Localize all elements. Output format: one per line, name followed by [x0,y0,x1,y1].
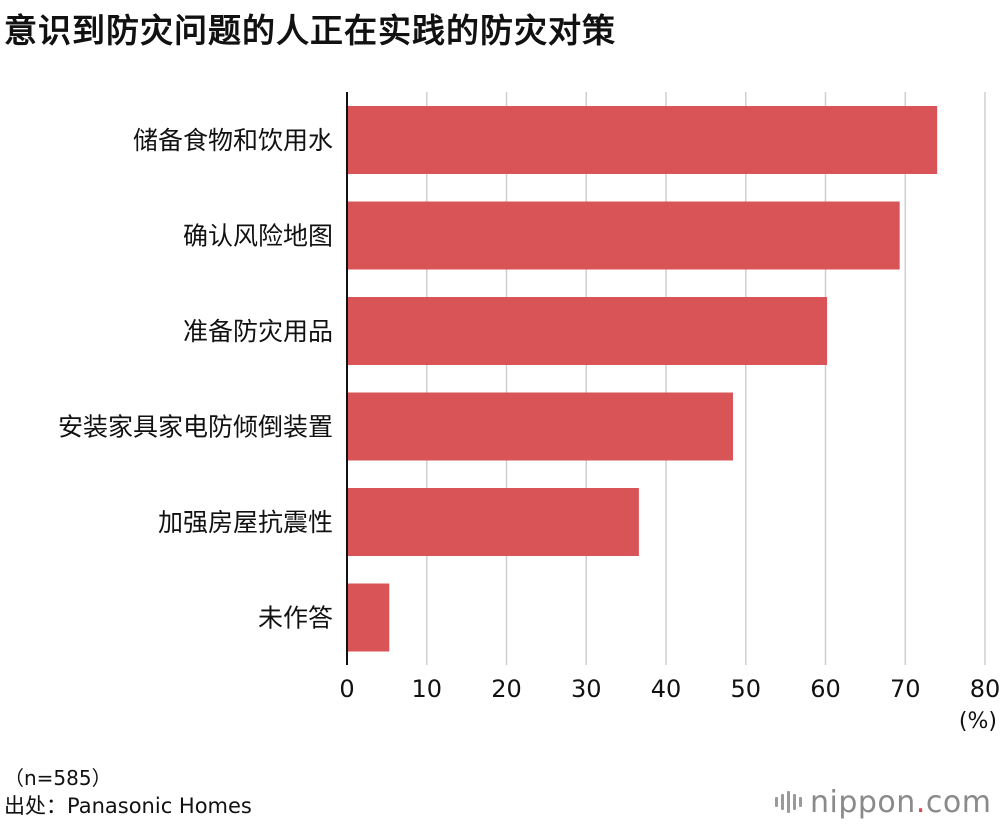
category-label: 储备食物和饮用水 [133,126,333,155]
x-tick-label: 10 [411,675,442,703]
labels: 0 10 20 30 40 50 60 70 80 储备食物和饮用水确认风险地图准备防灾用品安装家… [58,126,1000,734]
logo-text: nippon.com [810,785,991,820]
x-tick-label: 20 [491,675,522,703]
logo-bars-icon [775,791,802,813]
x-tick-label: 70 [890,675,921,703]
x-tick-label: 80 [970,675,1000,703]
sample-size-note: （n=585） [4,766,112,790]
logo-name: nippon [810,784,916,820]
nippon-logo[interactable]: nippon.com [775,784,991,820]
x-tick-label: 30 [571,675,602,703]
x-tick-label: 50 [730,675,761,703]
x-axis-unit-label: (%) [959,709,997,734]
bar-5 [347,488,639,556]
logo-dot: . [915,784,926,820]
x-tick-label: 40 [651,675,682,703]
category-label: 确认风险地图 [183,222,333,251]
source-note: 出处：Panasonic Homes [4,794,252,818]
bar-3 [347,297,828,365]
bar-chart: 0 10 20 30 40 50 60 70 80 储备食物和饮用水确认风险地图准备防灾用品安装家… [58,92,1000,734]
x-tick-label: 0 [339,675,354,703]
category-label: 未作答 [258,604,333,633]
bar-6 [347,583,390,652]
bars [347,106,938,652]
logo-tld: com [925,784,992,820]
bar-1 [347,106,938,174]
category-label: 准备防灾用品 [183,317,333,346]
bar-4 [347,392,733,461]
category-label: 安装家具家电防倾倒装置 [58,413,333,442]
bar-2 [347,201,900,270]
category-label: 加强房屋抗震性 [158,508,333,537]
gridlines [426,92,986,665]
chart-title: 意识到防灾问题的人正在实践的防灾对策 [4,11,616,50]
x-tick-label: 60 [810,675,841,703]
